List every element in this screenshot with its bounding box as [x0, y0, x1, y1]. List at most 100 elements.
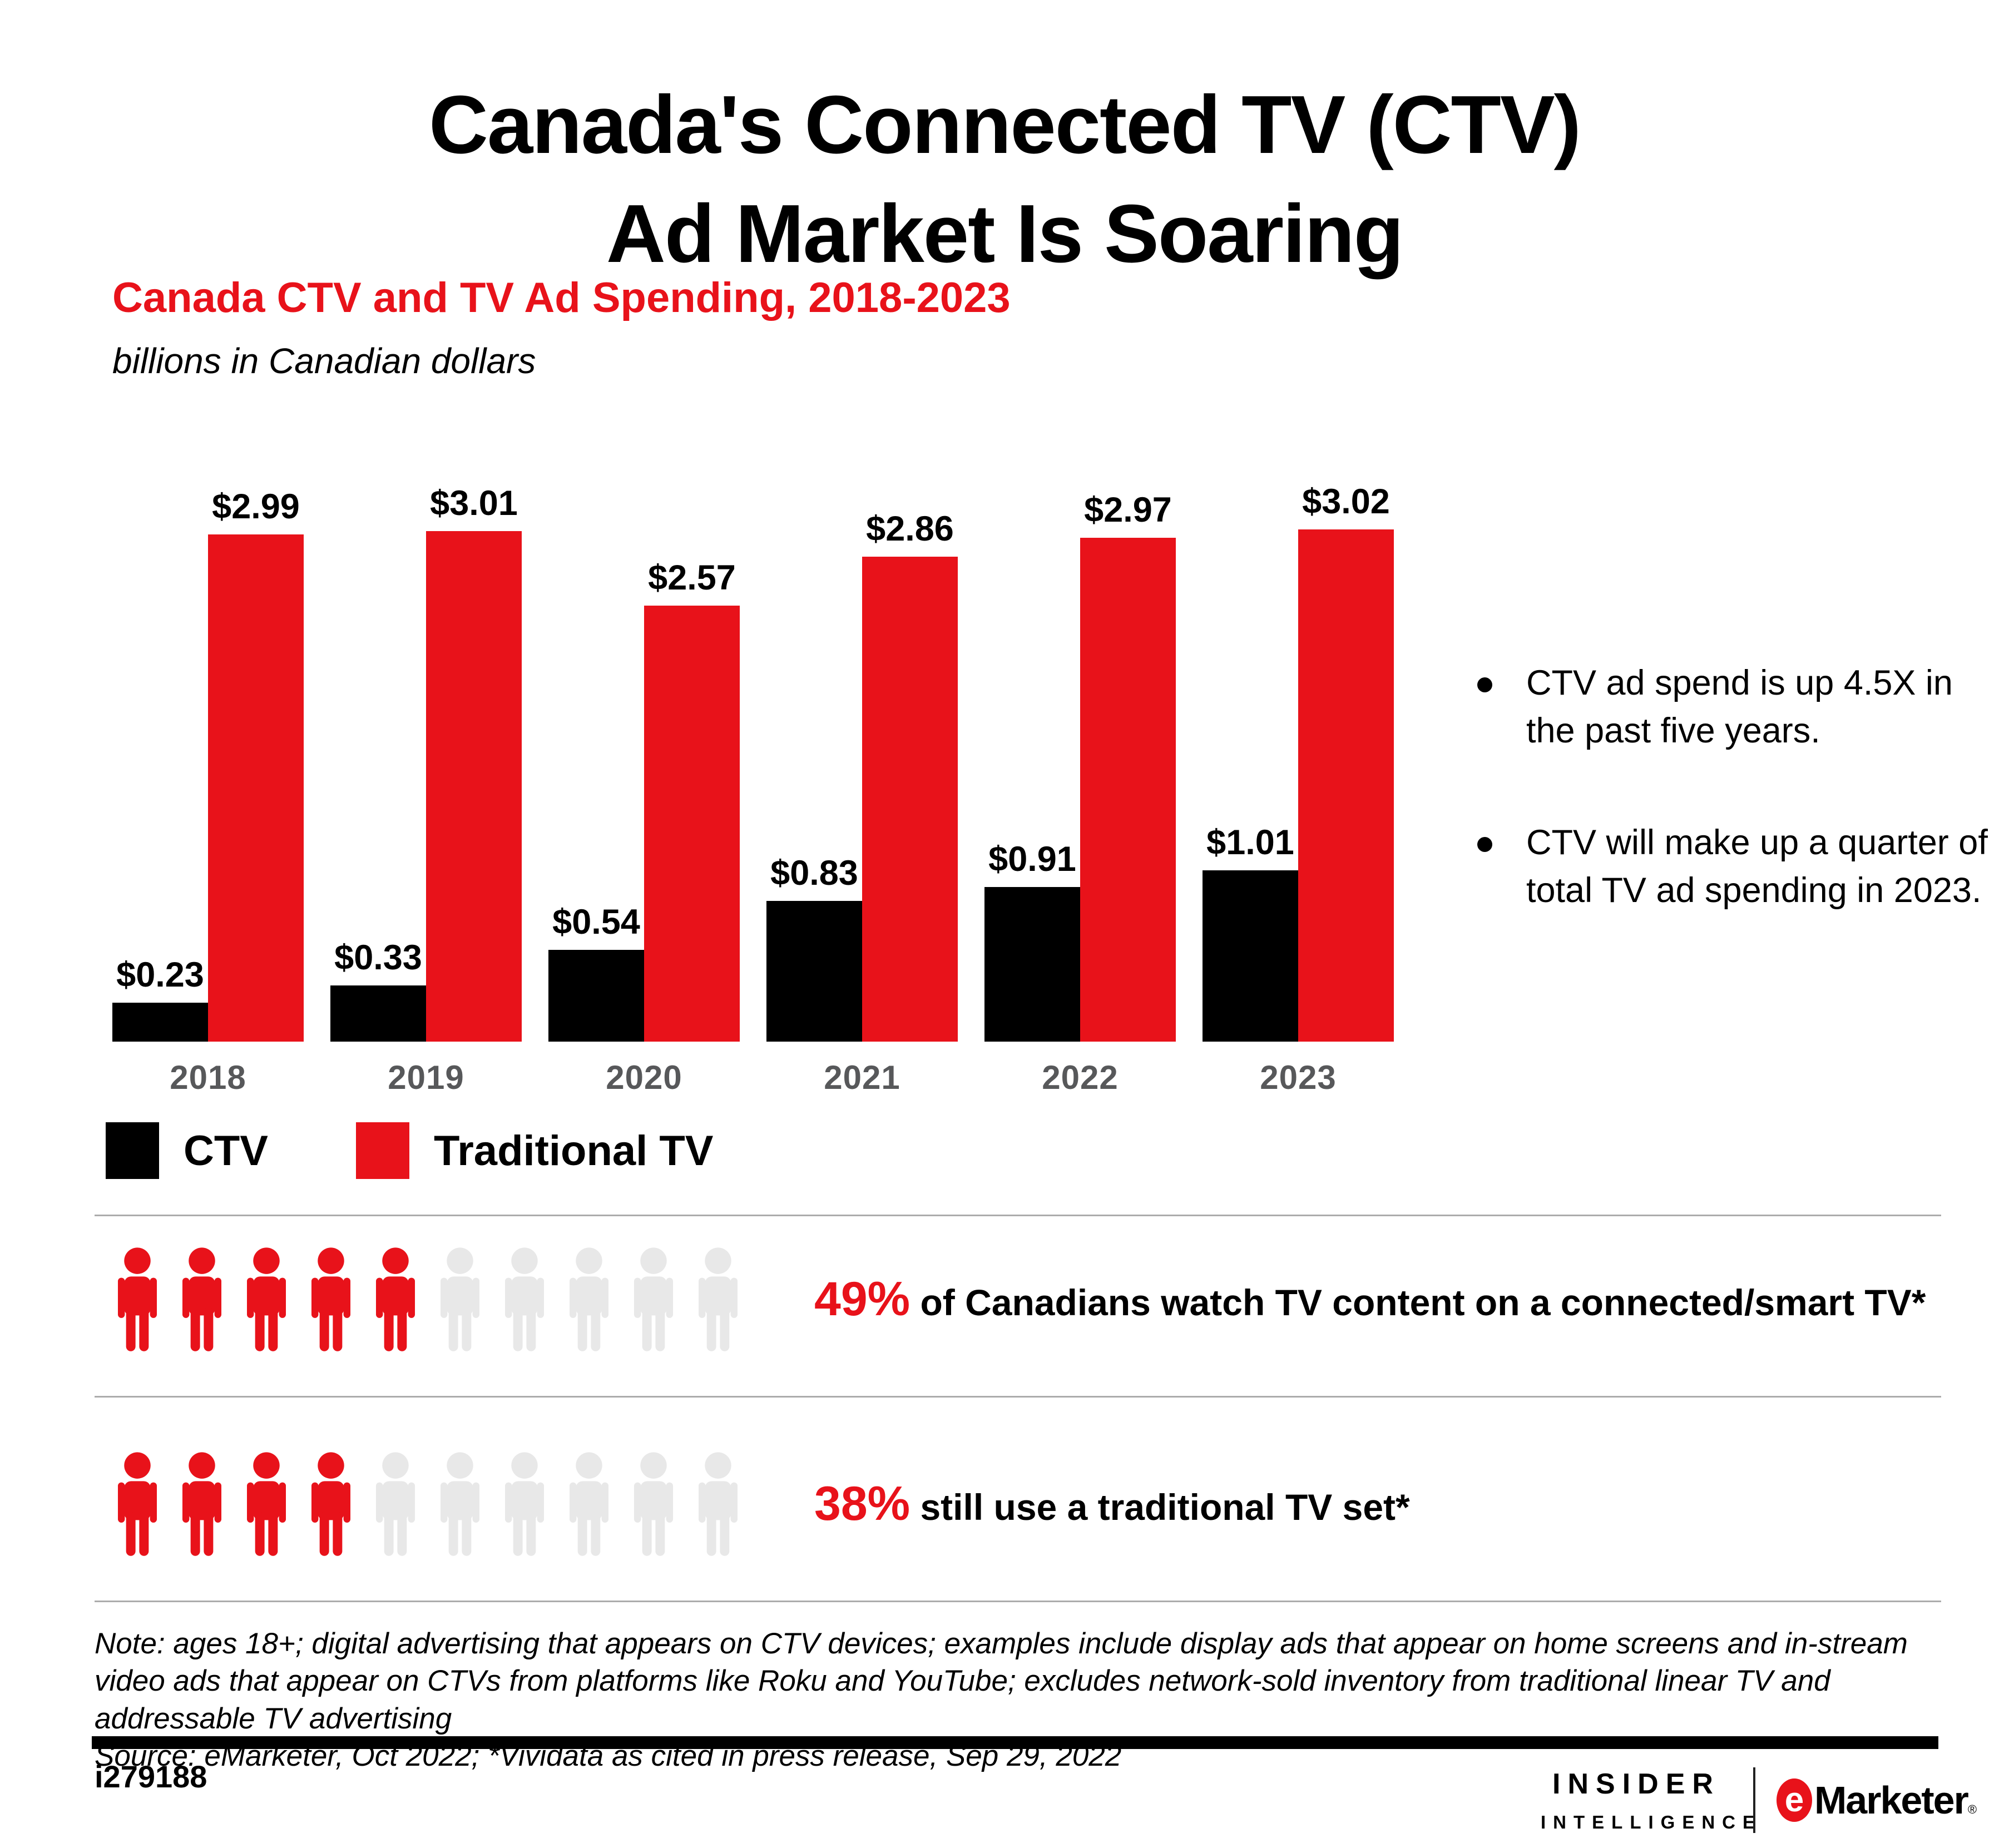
insider-wordmark: INSIDER [1552, 1768, 1720, 1800]
icon-strip [106, 1450, 750, 1557]
bar-value-label: $2.57 [648, 558, 736, 597]
bar-value-label: $2.86 [866, 509, 954, 548]
stat-caption: 38% still use a traditional TV set* [814, 1477, 1410, 1532]
bar-traditional-tv-2023: $3.02 [1298, 482, 1394, 1042]
bar-traditional-tv-2021: $2.86 [862, 509, 958, 1042]
page-title-line2: Ad Market Is Soaring [606, 188, 1404, 280]
legend-label: Traditional TV [434, 1127, 714, 1175]
bar-ctv-2020: $0.54 [548, 903, 644, 1042]
bar-traditional-tv-2019: $3.01 [426, 484, 522, 1042]
stat-percent: 38% [814, 1477, 911, 1530]
page-title-line1: Canada's Connected TV (CTV) [429, 79, 1581, 171]
person-icon [117, 1452, 157, 1556]
bar-ctv-2018: $0.23 [112, 955, 208, 1042]
person-icon [569, 1247, 609, 1351]
person-icon [569, 1452, 609, 1556]
x-axis-label: 2020 [606, 1059, 682, 1096]
person-icon [634, 1247, 674, 1351]
person-icon [504, 1247, 545, 1351]
chart-id: i279188 [95, 1759, 207, 1794]
bar-value-label: $2.99 [212, 487, 300, 526]
bar-value-label: $2.97 [1084, 491, 1172, 529]
person-icons-red [106, 1246, 421, 1352]
stat-row: 49% of Canadians watch TV content on a c… [106, 1246, 1926, 1352]
bar-value-label: $3.02 [1302, 482, 1390, 521]
person-icon [246, 1452, 286, 1556]
insight-bullets: CTV ad spend is up 4.5X in the past five… [1473, 660, 2001, 979]
stat-row: 38% still use a traditional TV set* [106, 1450, 1410, 1557]
bar-value-label: $0.83 [770, 854, 858, 893]
chart-title: Canada CTV and TV Ad Spending, 2018-2023 [112, 274, 1011, 321]
stat-text: of Canadians watch TV content on a conne… [910, 1281, 1926, 1323]
person-icon [311, 1452, 351, 1556]
icon-strip [106, 1246, 750, 1352]
bar-value-label: $3.01 [430, 484, 518, 523]
bar-value-label: $1.01 [1206, 823, 1294, 862]
insider-intelligence-logo: INSIDER INTELLIGENCE [1541, 1767, 1763, 1833]
bar-group-2019: $0.33 $3.01 2019 [330, 478, 522, 1097]
person-icon [182, 1452, 222, 1556]
legend-label: CTV [184, 1127, 268, 1175]
x-axis-label: 2021 [824, 1059, 900, 1096]
bar-traditional-tv-2020: $2.57 [644, 558, 740, 1042]
bar-group-2023: $1.01 $3.02 2023 [1203, 478, 1394, 1097]
stat-text: still use a traditional TV set* [910, 1486, 1410, 1528]
bar-ctv-2022: $0.91 [984, 840, 1080, 1042]
chart-subtitle: billions in Canadian dollars [112, 341, 536, 381]
emarketer-logo: e Marketer ® [1777, 1778, 1977, 1822]
note-text: Note: ages 18+; digital advertising that… [95, 1627, 1908, 1735]
registered-mark: ® [1967, 1802, 1977, 1816]
bar-group-2020: $0.54 $2.57 2020 [548, 478, 740, 1097]
brand-bar: INSIDER INTELLIGENCE e Marketer ® [1541, 1767, 1977, 1833]
divider-top [95, 1215, 1941, 1216]
stat-caption: 49% of Canadians watch TV content on a c… [814, 1272, 1926, 1327]
stat-percent: 49% [814, 1272, 911, 1326]
legend-entry: CTV [106, 1122, 268, 1179]
person-icon [311, 1247, 351, 1351]
person-icon [634, 1452, 674, 1556]
insight-bullet: CTV will make up a quarter of total TV a… [1473, 819, 2001, 914]
person-icon [375, 1247, 415, 1351]
person-icon [698, 1247, 738, 1351]
x-axis-label: 2019 [388, 1059, 464, 1096]
bar-group-2021: $0.83 $2.86 2021 [766, 478, 958, 1097]
bar-groups: $0.23 $2.99 2018 $0.33 $3.01 2019 $0.54 $2.57 20… [112, 478, 1394, 1097]
bar-value-label: $0.33 [334, 938, 422, 977]
legend-swatch [356, 1122, 409, 1179]
bar-ctv-2021: $0.83 [766, 854, 862, 1042]
bar-group-2018: $0.23 $2.99 2018 [112, 478, 304, 1097]
legend-entry: Traditional TV [356, 1122, 714, 1179]
bar-ctv-2023: $1.01 [1203, 823, 1298, 1042]
bar-chart: $0.23 $2.99 2018 $0.33 $3.01 2019 $0.54 $2.57 20… [112, 478, 1394, 1097]
bar-group-2022: $0.91 $2.97 2022 [984, 478, 1176, 1097]
person-icon [504, 1452, 545, 1556]
person-icon [375, 1452, 415, 1556]
emarketer-wordmark: Marketer [1814, 1778, 1969, 1822]
page-title: Canada's Connected TV (CTV) Ad Market Is… [0, 71, 2009, 289]
person-icon [117, 1247, 157, 1351]
person-icon [182, 1247, 222, 1351]
brand-divider [1753, 1767, 1755, 1833]
person-icon [440, 1452, 480, 1556]
bar-ctv-2019: $0.33 [330, 938, 426, 1042]
person-icon [698, 1452, 738, 1556]
person-icon [440, 1247, 480, 1351]
x-axis-label: 2018 [170, 1059, 246, 1096]
emarketer-e-icon: e [1777, 1778, 1812, 1822]
bar-value-label: $0.91 [988, 840, 1076, 879]
intelligence-wordmark: INTELLIGENCE [1541, 1812, 1763, 1832]
bar-traditional-tv-2022: $2.97 [1080, 491, 1176, 1042]
x-axis-label: 2022 [1042, 1059, 1119, 1096]
footer-rule [92, 1736, 1938, 1749]
legend-swatch [106, 1122, 159, 1179]
x-axis-label: 2023 [1260, 1059, 1337, 1096]
divider-middle [95, 1396, 1941, 1398]
bar-traditional-tv-2018: $2.99 [208, 487, 304, 1042]
person-icons-red [106, 1450, 351, 1557]
chart-legend: CTV Traditional TV [106, 1122, 714, 1179]
insight-bullet: CTV ad spend is up 4.5X in the past five… [1473, 660, 2001, 755]
bar-value-label: $0.54 [552, 903, 640, 942]
footnote: Note: ages 18+; digital advertising that… [95, 1625, 1947, 1775]
person-icon [246, 1247, 286, 1351]
